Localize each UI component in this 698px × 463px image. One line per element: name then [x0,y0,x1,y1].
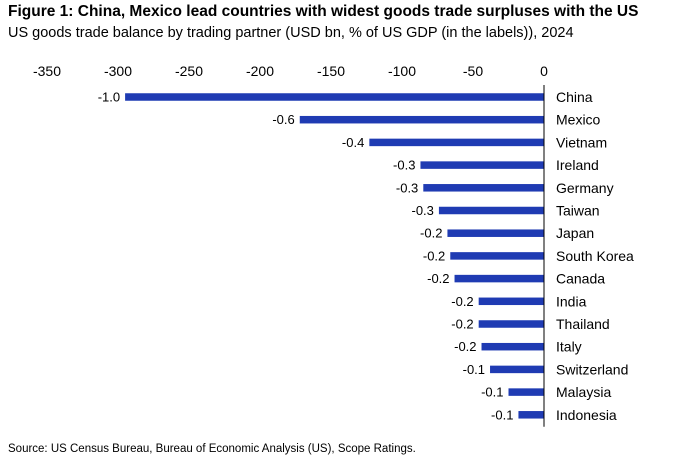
category-label: Indonesia [556,407,617,423]
x-tick-label: -350 [33,63,61,79]
bars [125,93,544,419]
data-label: -0.2 [454,339,476,354]
chart-title: Figure 1: China, Mexico lead countries w… [8,3,639,20]
bar [423,184,544,192]
bar [454,274,544,283]
x-tick-label: -300 [104,63,132,79]
category-label: Italy [556,339,582,355]
category-label: China [556,89,593,105]
x-tick-label: -100 [388,63,416,79]
bar [125,93,544,101]
bar [508,388,544,396]
data-label: -0.2 [451,317,473,332]
data-label: -0.4 [342,135,364,150]
category-labels: China Mexico Vietnam Ireland Germany Taiwan Ja… [556,89,634,423]
bar [490,365,544,374]
x-tick-label: -150 [317,63,345,79]
category-label: Switzerland [556,361,628,377]
data-labels: -1.0-0.6-0.4-0.3-0.3-0.3-0.2-0.2-0.2-0.2… [98,90,514,423]
data-label: -0.6 [272,112,294,127]
bar [450,252,544,260]
category-label: Thailand [556,316,610,332]
bar [478,297,544,306]
data-label: -0.1 [491,407,513,422]
bar [438,206,544,215]
category-label: Germany [556,180,614,196]
category-label: Malaysia [556,384,611,400]
bar [481,342,544,351]
data-label: -0.3 [412,203,434,218]
x-tick-label: -250 [175,63,203,79]
bar [299,115,544,124]
x-tick-label: -50 [463,63,483,79]
data-label: -1.0 [98,90,120,105]
data-label: -0.3 [393,158,415,173]
x-axis-ticks: -350 -300 -250 -200 -150 -100 -50 0 [33,63,548,79]
category-label: Ireland [556,157,599,173]
category-label: India [556,293,587,309]
data-label: -0.1 [481,385,503,400]
bar [420,161,544,169]
category-label: Japan [556,225,594,241]
source-note: Source: US Census Bureau, Bureau of Econ… [8,443,416,455]
bar [447,229,544,237]
data-label: -0.1 [463,362,485,377]
data-label: -0.2 [423,248,445,263]
x-tick-label: 0 [540,63,548,79]
category-label: Mexico [556,112,601,128]
bar [369,138,544,147]
chart-subtitle: US goods trade balance by trading partne… [8,25,574,41]
bar [478,320,544,328]
category-label: Vietnam [556,134,607,150]
data-label: -0.2 [420,226,442,241]
category-label: Taiwan [556,203,600,219]
data-label: -0.2 [451,294,473,309]
data-label: -0.3 [396,180,418,195]
bar [518,411,544,419]
category-label: South Korea [556,248,634,264]
x-tick-label: -200 [246,63,274,79]
category-label: Canada [556,271,605,287]
data-label: -0.2 [427,271,449,286]
